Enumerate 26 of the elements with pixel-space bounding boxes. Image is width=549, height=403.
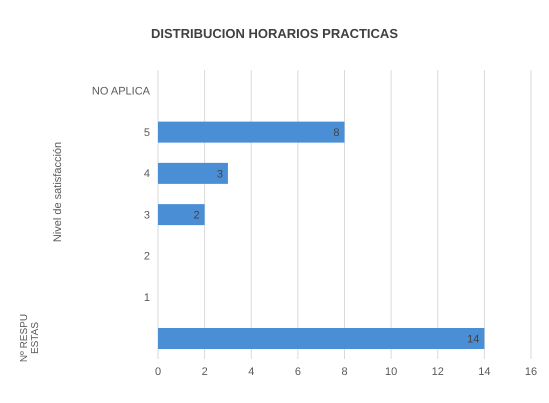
bar [158,204,205,226]
data-label: 3 [216,168,223,180]
data-label: 2 [194,210,200,222]
x-tick-label: 14 [478,366,490,378]
bar [158,162,228,184]
data-label: 14 [467,333,480,346]
bar [158,328,484,350]
x-tick-label: 10 [385,366,398,378]
y-tick-label: 5 [144,126,150,139]
y-tick-label: NO APLICA [92,86,151,98]
y-tick-label: 1 [144,292,150,304]
y-tick-label: 3 [144,209,150,222]
chart-title: DISTRIBUCION HORARIOS PRACTICAS [150,26,399,41]
y-axis-title: Nivel de satisfacción [52,140,64,244]
x-tick-label: 12 [432,366,444,378]
x-tick-label: 16 [524,366,538,378]
y-tick-label: 2 [144,250,150,263]
x-tick-label: 0 [154,366,162,378]
x-tick-label: 6 [294,366,301,378]
x-tick-label: 4 [248,366,254,378]
data-label: 8 [333,127,340,140]
text: Nº RESPUESTAS [19,313,41,364]
bar [158,122,344,143]
x-tick-label: 2 [202,366,208,378]
x-tick-label: 8 [341,366,348,378]
y-tick-label: 4 [144,168,150,180]
